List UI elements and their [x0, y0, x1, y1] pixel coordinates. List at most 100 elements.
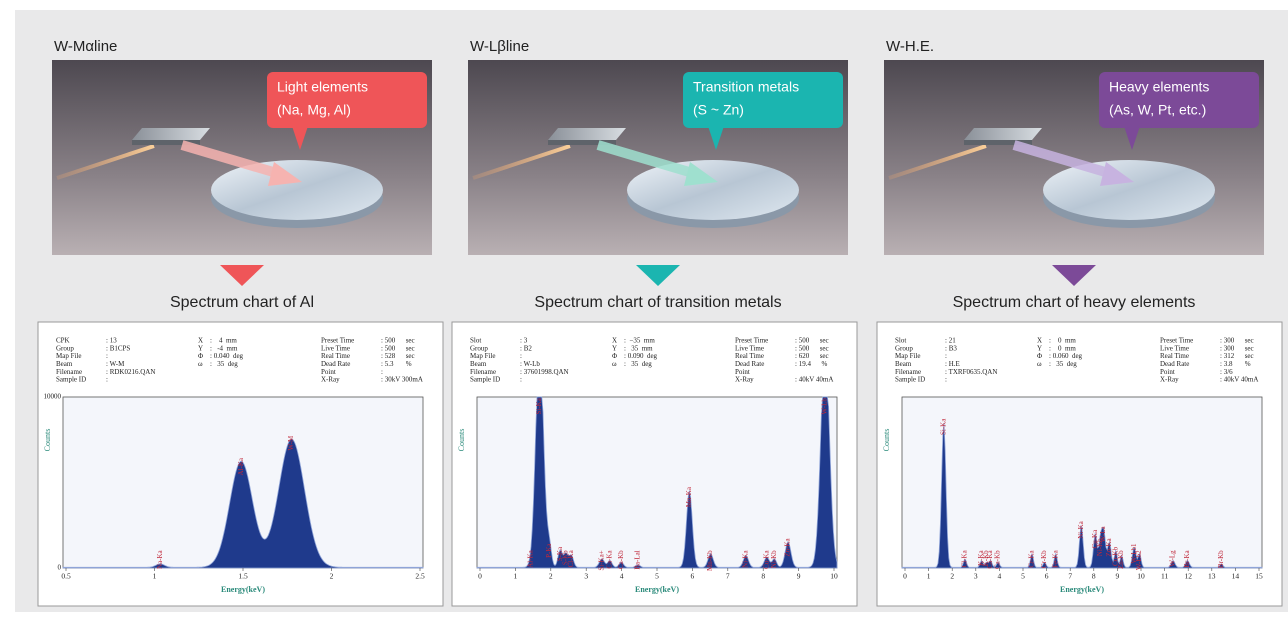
info-key: Map File — [56, 352, 81, 360]
info-value: : B2 — [520, 344, 532, 352]
info-key: Beam — [56, 360, 73, 368]
info-key: X — [1037, 337, 1042, 345]
info-value: : 35 mm — [624, 344, 653, 352]
info-value: : 0.090 deg — [624, 352, 658, 360]
info-key: X-Ray — [1160, 376, 1179, 384]
info-key: X-Ray — [321, 376, 340, 384]
info-key: Dead Rate — [735, 360, 764, 368]
x-tick-label: 9 — [1116, 572, 1120, 581]
info-key: Live Time — [735, 344, 764, 352]
info-value: : 0.040 deg — [210, 352, 244, 360]
info-key: Map File — [895, 352, 920, 360]
x-tick-label: 14 — [1232, 572, 1240, 581]
peak-label: Mn-Ka — [685, 486, 693, 507]
callout-text: (S ~ Zn) — [693, 102, 744, 118]
x-tick-label: 2.5 — [415, 572, 425, 581]
x-tick-label: 0 — [903, 572, 907, 581]
info-value: : 3/6 — [1220, 368, 1233, 376]
x-tick-label: 7 — [1068, 572, 1072, 581]
info-key: X — [612, 337, 617, 345]
peak-label: W-M — [287, 435, 295, 451]
peak-label: Br-Kb — [1217, 550, 1225, 568]
info-key: Point — [735, 368, 750, 376]
x-tick-label: 9 — [797, 572, 801, 581]
panel-heading: W-Lβline — [470, 38, 529, 55]
peak-label: Ni-Ka — [742, 549, 750, 567]
peak-label: Zn-Ka — [784, 537, 792, 556]
page: W-MαlineLight elements(Na, Mg, Al)Spectr… — [0, 0, 1288, 622]
info-value: : 37601998.QAN — [520, 368, 569, 376]
peak-label: Na-Ka — [156, 549, 164, 569]
peak-label: P-Ka — [545, 543, 553, 558]
x-tick-label: 11 — [1161, 572, 1168, 581]
callout-text: (Na, Mg, Al) — [277, 102, 351, 118]
x-tick-label: 10 — [830, 572, 838, 581]
info-key: Sample ID — [470, 376, 500, 384]
panel-heading: W-H.E. — [886, 38, 934, 55]
info-value: : 500 sec — [795, 337, 829, 345]
peak-label: W-Lb — [821, 398, 829, 415]
x-tick-label: 3 — [974, 572, 978, 581]
monochromator — [132, 128, 210, 140]
peak-label: W-Lg — [1169, 550, 1177, 567]
x-tick-label: 2 — [330, 572, 334, 581]
info-key: Live Time — [1160, 344, 1189, 352]
info-key: ω — [198, 360, 203, 368]
x-tick-label: 4 — [998, 572, 1002, 581]
panel-heading: W-Mαline — [54, 38, 117, 55]
info-value: : H.E — [945, 360, 960, 368]
info-value: : 35 deg — [1049, 360, 1077, 368]
callout-text: Transition metals — [693, 79, 799, 95]
x-axis-label: Energy(keV) — [635, 585, 679, 594]
info-value: : 3.8 % — [1220, 360, 1251, 368]
info-value: : — [945, 376, 947, 384]
info-value: : 35 deg — [210, 360, 238, 368]
peak-label: Al-Ka — [237, 457, 245, 475]
peak-label: Ca-Kb — [994, 550, 1002, 569]
info-value: : W-Lb — [520, 360, 540, 368]
info-key: Point — [321, 368, 336, 376]
info-key: Preset Time — [1160, 337, 1193, 345]
x-tick-label: 1.5 — [238, 572, 248, 581]
info-key: Y — [612, 344, 617, 352]
info-key: Slot — [895, 337, 906, 345]
x-tick-label: 1 — [514, 572, 518, 581]
info-value: : 40kV 40mA — [1220, 376, 1258, 384]
info-value: : 312 sec — [1220, 352, 1254, 360]
chart-title: Spectrum chart of heavy elements — [953, 294, 1196, 311]
x-axis-label: Energy(keV) — [1060, 585, 1104, 594]
x-tick-label: 15 — [1255, 572, 1263, 581]
x-tick-label: 8 — [1092, 572, 1096, 581]
x-tick-label: 13 — [1208, 572, 1216, 581]
info-value: : 19.4 % — [795, 360, 827, 368]
info-key: Filename — [895, 368, 921, 376]
info-value: : -4 mm — [210, 344, 238, 352]
info-key: Filename — [470, 368, 496, 376]
info-key: X — [198, 337, 203, 345]
info-value: : 620 sec — [795, 352, 829, 360]
info-key: Group — [895, 344, 913, 352]
info-key: ω — [1037, 360, 1042, 368]
x-tick-label: 10 — [1137, 572, 1145, 581]
peak-label: Br-Ka — [1183, 549, 1191, 567]
x-tick-label: 1 — [927, 572, 931, 581]
info-value: : 3 — [520, 337, 528, 345]
peak-label: Si-Ka+ — [598, 550, 606, 570]
peak-label: Zn-Kb — [1117, 550, 1125, 569]
info-value: : B3 — [945, 344, 957, 352]
info-value: : — [106, 352, 108, 360]
info-key: Φ — [612, 352, 617, 360]
info-value: : — [520, 352, 522, 360]
peak-label: W-Lb2 — [1135, 550, 1143, 570]
chart-title: Spectrum chart of transition metals — [534, 294, 781, 311]
y-axis-label: Counts — [882, 429, 891, 452]
peak-label: Ni-Ka — [1077, 520, 1085, 538]
x-axis-label: Energy(keV) — [221, 585, 265, 594]
y-tick-label: 0 — [58, 564, 62, 572]
info-value: : — [945, 352, 947, 360]
info-key: Beam — [895, 360, 912, 368]
info-value: : RDK0216.QAN — [106, 368, 155, 376]
peak-label: Si-Ka — [535, 397, 543, 414]
peak-label: Al-Ka — [527, 549, 535, 567]
info-value: : — [381, 368, 383, 376]
